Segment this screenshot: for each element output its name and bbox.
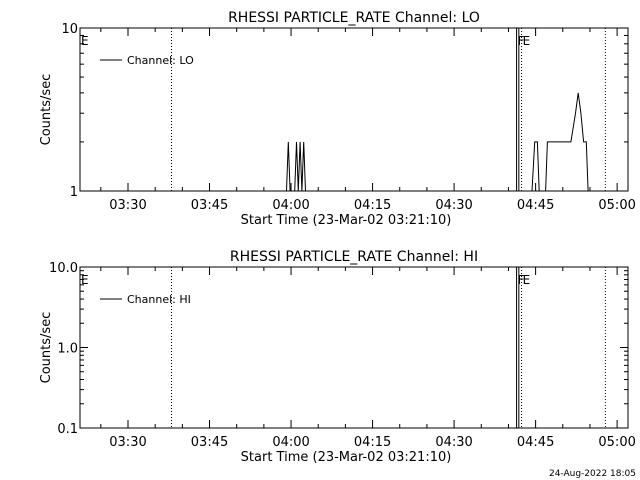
- y-axis-label: Counts/sec: [39, 312, 54, 384]
- x-tick-label: 04:00: [272, 435, 309, 450]
- x-tick-label: 04:45: [517, 198, 554, 213]
- x-tick-label: 03:30: [109, 198, 146, 213]
- x-tick-label: 03:30: [109, 435, 146, 450]
- plot-frame: [79, 266, 629, 429]
- x-tick-label: 05:00: [598, 435, 635, 450]
- y-tick-label: 10: [61, 22, 78, 37]
- y-axis-label: Counts/sec: [39, 74, 54, 146]
- y-tick-label: 1: [70, 185, 78, 200]
- panel-lo: RHESSI PARTICLE_RATE Channel: LO 1 10 03:30…: [39, 10, 636, 228]
- x-axis-label: Start Time (23-Mar-02 03:21:10): [241, 213, 452, 228]
- y-tick-label: 1.0: [57, 342, 78, 357]
- series-line: [286, 92, 589, 192]
- plot-frame: [79, 27, 629, 192]
- legend-label: Channel: LO: [127, 54, 194, 67]
- x-tick-label: 04:15: [354, 198, 391, 213]
- x-tick-label: 03:45: [191, 198, 228, 213]
- x-tick-label: 04:15: [354, 435, 391, 450]
- time-marker-label: E: [81, 273, 89, 287]
- date-stamp: 24-Aug-2022 18:05: [549, 469, 636, 479]
- x-tick-label: 04:30: [435, 435, 472, 450]
- x-tick-label: 05:00: [598, 198, 635, 213]
- legend-label: Channel: HI: [127, 293, 191, 306]
- time-marker-label: E: [81, 34, 89, 48]
- time-marker-label: E: [523, 34, 531, 48]
- chart-title: RHESSI PARTICLE_RATE Channel: HI: [230, 249, 478, 265]
- x-axis-label: Start Time (23-Mar-02 03:21:10): [241, 450, 452, 465]
- time-marker-label: E: [523, 273, 531, 287]
- panel-hi: RHESSI PARTICLE_RATE Channel: HI 0.1 1.0 10…: [39, 249, 636, 465]
- x-tick-label: 04:00: [272, 198, 309, 213]
- chart-title: RHESSI PARTICLE_RATE Channel: LO: [228, 10, 480, 26]
- y-tick-label: 0.1: [57, 422, 78, 437]
- x-tick-label: 04:45: [517, 435, 554, 450]
- y-tick-label: 10.0: [49, 261, 78, 276]
- x-tick-label: 04:30: [435, 198, 472, 213]
- x-tick-label: 03:45: [191, 435, 228, 450]
